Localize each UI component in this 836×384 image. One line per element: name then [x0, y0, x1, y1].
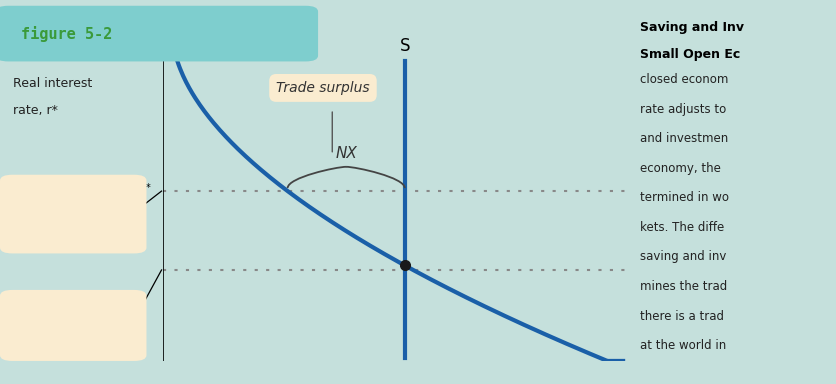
Text: rate: rate — [23, 228, 48, 242]
Text: figure 5-2: figure 5-2 — [21, 26, 112, 42]
Text: economy, the: economy, the — [640, 162, 721, 175]
Text: there is a trad: there is a trad — [640, 310, 723, 323]
Text: kets. The diffe: kets. The diffe — [640, 221, 724, 234]
Text: S: S — [399, 36, 410, 55]
Text: NX: NX — [335, 146, 357, 161]
Text: Saving and Inv: Saving and Inv — [640, 21, 743, 34]
Text: and investmen: and investmen — [640, 132, 727, 145]
Text: Trade surplus: Trade surplus — [276, 81, 370, 95]
Text: at the world in: at the world in — [640, 339, 726, 352]
Text: saving and inv: saving and inv — [640, 250, 726, 263]
Text: $r^*$: $r^*$ — [136, 182, 151, 200]
Text: rate adjusts to: rate adjusts to — [640, 103, 726, 116]
Text: rate, r*: rate, r* — [13, 104, 58, 117]
Text: Real interest: Real interest — [13, 77, 92, 90]
Text: Interest: Interest — [23, 303, 71, 316]
Text: rate if the: rate if the — [23, 323, 84, 336]
Text: World: World — [23, 190, 59, 203]
Text: Small Open Ec: Small Open Ec — [640, 48, 740, 61]
Text: closed econom: closed econom — [640, 73, 728, 86]
Text: mines the trad: mines the trad — [640, 280, 726, 293]
Text: termined in wo: termined in wo — [640, 191, 728, 204]
Text: interest: interest — [23, 209, 71, 222]
